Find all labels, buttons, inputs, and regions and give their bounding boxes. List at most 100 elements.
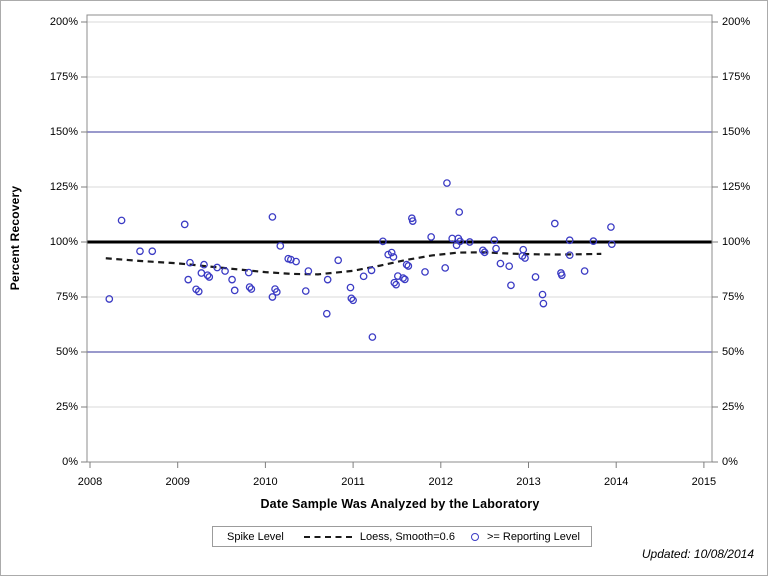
x-tick-label: 2008 bbox=[78, 476, 102, 488]
x-tick-label: 2015 bbox=[692, 476, 716, 488]
data-point bbox=[186, 258, 194, 267]
data-point bbox=[538, 290, 547, 299]
data-point bbox=[245, 283, 254, 291]
data-point bbox=[399, 274, 407, 282]
data-point bbox=[519, 245, 528, 254]
x-tick-label: 2011 bbox=[341, 476, 365, 488]
data-point bbox=[197, 269, 206, 277]
data-point bbox=[408, 217, 417, 225]
data-point bbox=[557, 271, 566, 280]
data-point bbox=[392, 280, 400, 289]
y-tick-label: 100% bbox=[50, 236, 78, 248]
data-point bbox=[221, 267, 229, 275]
data-point bbox=[565, 251, 574, 260]
data-point bbox=[323, 275, 332, 284]
y-tick-label-right: 175% bbox=[722, 71, 750, 83]
x-axis-title: Date Sample Was Analyzed by the Laborato… bbox=[260, 497, 540, 511]
y-tick-label-right: 125% bbox=[722, 181, 750, 193]
loess-curve bbox=[105, 251, 602, 276]
data-point bbox=[479, 246, 487, 255]
data-point bbox=[455, 208, 464, 216]
data-point bbox=[349, 296, 357, 305]
data-point bbox=[443, 179, 451, 187]
data-point bbox=[465, 238, 474, 246]
data-point bbox=[136, 247, 144, 256]
data-point bbox=[441, 264, 450, 272]
y-tick-label: 75% bbox=[56, 291, 78, 303]
data-point bbox=[480, 248, 489, 257]
reporting-level-marker-icon bbox=[470, 532, 479, 541]
y-tick-label: 125% bbox=[50, 181, 78, 193]
data-point bbox=[404, 262, 413, 270]
data-point bbox=[580, 267, 589, 275]
plot-frame bbox=[86, 14, 713, 463]
data-point bbox=[550, 219, 559, 228]
y-tick-label: 200% bbox=[50, 16, 78, 28]
data-point bbox=[272, 288, 281, 296]
data-point bbox=[117, 216, 126, 225]
x-tick-label: 2010 bbox=[253, 476, 277, 488]
updated-timestamp: Updated: 10/08/2014 bbox=[641, 547, 754, 561]
y-tick-label: 175% bbox=[50, 71, 78, 83]
y-tick-label-right: 100% bbox=[722, 236, 750, 248]
data-point bbox=[304, 267, 313, 275]
data-point bbox=[213, 263, 222, 272]
data-point bbox=[292, 257, 300, 266]
data-point bbox=[427, 233, 436, 241]
data-point bbox=[334, 256, 343, 265]
y-tick-label: 150% bbox=[50, 126, 78, 138]
legend-label-loess: Loess, Smooth=0.6 bbox=[359, 530, 455, 543]
y-tick-label-right: 0% bbox=[722, 456, 738, 468]
data-point bbox=[105, 295, 114, 303]
data-point bbox=[276, 242, 285, 250]
data-point bbox=[184, 275, 193, 284]
data-point bbox=[400, 275, 409, 284]
data-point bbox=[347, 294, 356, 303]
data-point bbox=[205, 273, 214, 281]
data-point bbox=[230, 286, 239, 295]
x-tick-label: 2013 bbox=[516, 476, 540, 488]
data-point bbox=[505, 262, 514, 271]
legend-title: Spike Level bbox=[227, 530, 284, 543]
data-point bbox=[402, 260, 411, 269]
y-tick-label: 50% bbox=[56, 346, 78, 358]
data-point bbox=[368, 333, 377, 341]
x-tick-label: 2012 bbox=[429, 476, 453, 488]
data-point bbox=[507, 281, 515, 290]
data-point bbox=[565, 236, 574, 245]
data-point bbox=[180, 220, 189, 229]
legend-label-reporting-level: >= Reporting Level bbox=[486, 530, 580, 543]
data-point bbox=[359, 272, 368, 281]
data-point bbox=[301, 287, 310, 295]
data-point bbox=[387, 248, 396, 257]
data-point bbox=[194, 287, 203, 296]
data-point bbox=[268, 293, 277, 301]
x-tick-label: 2009 bbox=[165, 476, 189, 488]
data-point bbox=[490, 236, 499, 245]
data-point bbox=[496, 259, 505, 268]
data-point bbox=[200, 260, 208, 269]
data-point bbox=[492, 244, 500, 253]
data-point bbox=[244, 268, 253, 277]
data-point bbox=[589, 237, 598, 245]
data-point bbox=[539, 299, 548, 308]
legend: Spike Level Loess, Smooth=0.6 >= Reporti… bbox=[212, 526, 592, 547]
data-point bbox=[247, 285, 256, 293]
data-point bbox=[228, 275, 236, 284]
data-point bbox=[322, 309, 331, 318]
data-point bbox=[268, 213, 277, 221]
data-point bbox=[148, 247, 157, 256]
y-tick-label-right: 50% bbox=[722, 346, 744, 358]
y-tick-label-right: 25% bbox=[722, 401, 744, 413]
data-point bbox=[607, 240, 616, 249]
data-point bbox=[531, 273, 540, 281]
y-tick-label-right: 150% bbox=[722, 126, 750, 138]
data-point bbox=[203, 271, 212, 280]
x-tick-label: 2014 bbox=[604, 476, 628, 488]
data-point bbox=[421, 268, 429, 276]
data-point bbox=[389, 253, 398, 261]
y-tick-label: 25% bbox=[56, 401, 78, 413]
data-point bbox=[390, 278, 399, 287]
